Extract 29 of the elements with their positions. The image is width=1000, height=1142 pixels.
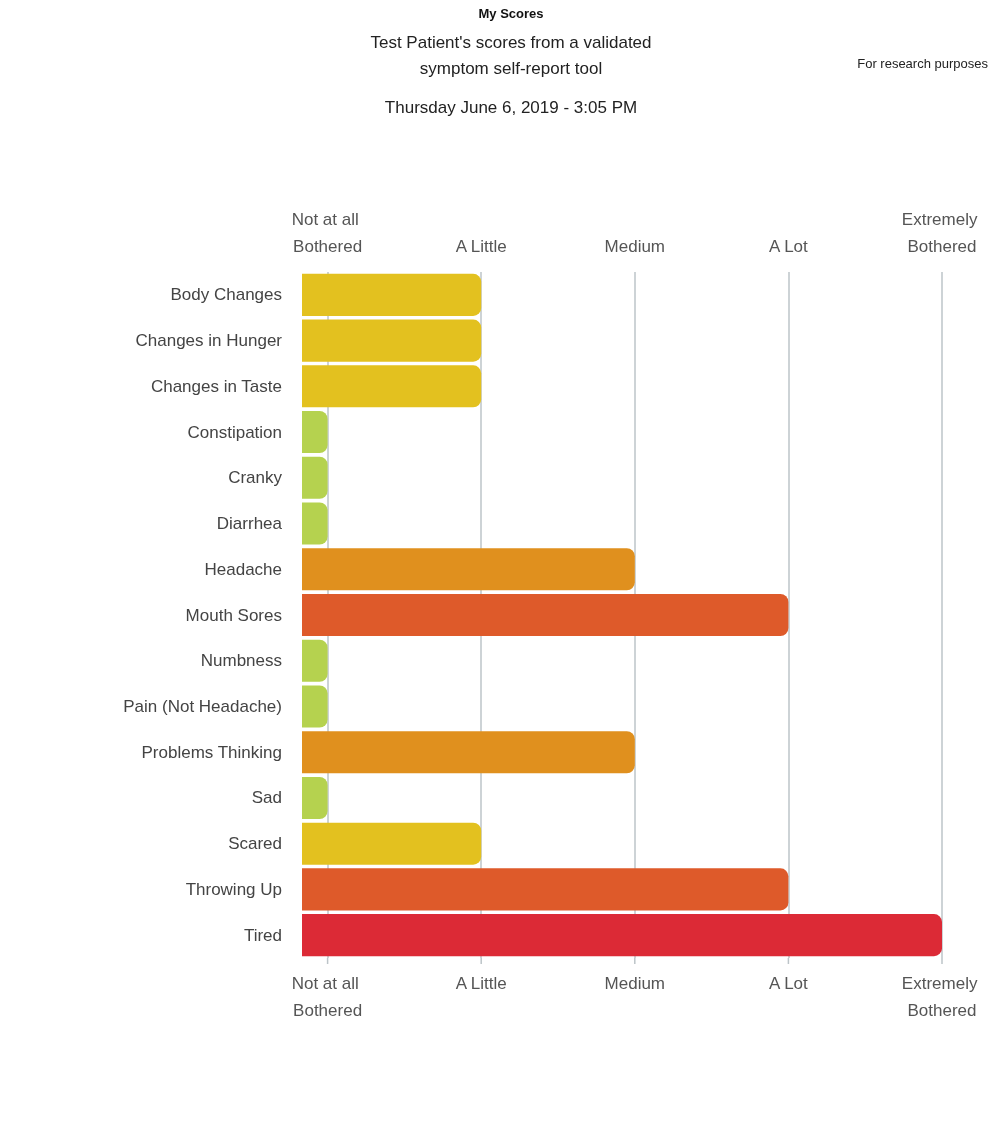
chart-subtitle: Test Patient's scores from a validated symptom self-report tool: [369, 32, 653, 80]
ref-line-label: Not at all Bothered: [291, 210, 364, 256]
y-tick-label: Headache: [204, 559, 282, 579]
ref-line-label: A Lot: [769, 237, 809, 256]
text: A Little: [455, 974, 507, 993]
y-tick-label: Changes in Hunger: [135, 331, 283, 351]
y-tick-label: Constipation: [187, 422, 282, 442]
y-tick-label: Sad: [251, 788, 282, 808]
text: Not at all Bothered: [291, 974, 363, 1020]
ref-line-label: A Little: [455, 237, 507, 256]
ref-line-label: Extremely Bothered: [901, 210, 983, 256]
text: A Lot: [769, 974, 808, 993]
y-tick-label: Throwing Up: [185, 879, 282, 899]
text: Medium: [604, 974, 666, 993]
y-tick-label: Scared: [228, 834, 282, 854]
text: For research purposes: [857, 56, 988, 71]
y-tick-label: Pain (Not Headache): [123, 696, 282, 716]
y-tick-label: Cranky: [228, 468, 283, 488]
y-tick-label: Changes in Taste: [150, 376, 282, 396]
y-tick-label: Body Changes: [170, 285, 282, 305]
y-tick-label: Numbness: [200, 651, 282, 671]
y-tick-label: Diarrhea: [216, 514, 283, 534]
y-tick-label: Mouth Sores: [185, 605, 282, 625]
ref-line-label: Medium: [604, 237, 666, 256]
text: Thursday June 6, 2019 - 3:05 PM: [383, 98, 639, 118]
chart-title: My Scores: [477, 6, 545, 21]
y-tick-label: Problems Thinking: [141, 742, 282, 762]
text: Extremely Bothered: [901, 974, 978, 1020]
y-tick-label: Tired: [243, 925, 282, 945]
